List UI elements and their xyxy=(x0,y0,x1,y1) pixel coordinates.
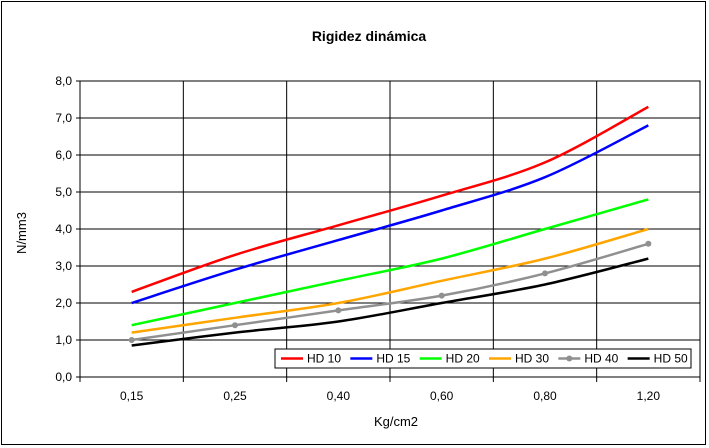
y-tick-label: 1,0 xyxy=(55,333,72,347)
legend-label-hd-10: HD 10 xyxy=(307,352,341,366)
x-tick-label: 0,40 xyxy=(327,389,351,403)
y-tick-label: 3,0 xyxy=(55,259,72,273)
x-tick-label: 0,60 xyxy=(430,389,454,403)
chart-title: Rigidez dinámica xyxy=(312,28,427,44)
y-tick-label: 7,0 xyxy=(55,111,72,125)
y-tick-label: 8,0 xyxy=(55,74,72,88)
y-axis-ticks: 0,0 1,0 2,0 3,0 4,0 5,0 6,0 7,0 8,0 xyxy=(55,74,80,384)
x-axis-ticks: 0,15 0,25 0,40 0,60 0,80 1,20 xyxy=(79,377,701,403)
x-tick-label: 1,20 xyxy=(637,389,661,403)
series-line-hd-15 xyxy=(131,124,649,305)
series-line-hd-30 xyxy=(131,227,649,334)
y-tick-label: 5,0 xyxy=(55,185,72,199)
y-axis-label: N/mm3 xyxy=(14,212,29,254)
x-tick-label: 0,80 xyxy=(533,389,557,403)
data-point-hd-40 xyxy=(542,270,548,277)
y-tick-label: 2,0 xyxy=(55,296,72,310)
y-tick-label: 6,0 xyxy=(55,148,72,162)
x-axis-label: Kg/cm2 xyxy=(374,414,418,429)
data-point-hd-40 xyxy=(128,337,135,343)
series-line-hd-40 xyxy=(131,242,649,342)
data-point-hd-40 xyxy=(335,307,342,314)
grid-lines xyxy=(80,80,700,378)
legend-label-hd-20: HD 20 xyxy=(446,352,480,366)
series-line-hd-50 xyxy=(131,257,649,347)
data-point-hd-40 xyxy=(438,292,445,299)
data-point-hd-40 xyxy=(645,240,652,247)
series-lines xyxy=(128,105,652,347)
legend-marker-hd-40 xyxy=(566,355,573,362)
legend: HD 10 HD 15 HD 20 HD 30 HD 40 HD 50 xyxy=(274,348,692,369)
legend-box xyxy=(274,348,692,369)
legend-label-hd-50: HD 50 xyxy=(654,352,688,366)
data-point-hd-40 xyxy=(232,322,238,329)
x-tick-label: 0,25 xyxy=(223,389,247,403)
series-line-hd-20 xyxy=(131,198,649,327)
y-tick-label: 0,0 xyxy=(55,370,72,384)
legend-label-hd-30: HD 30 xyxy=(515,352,549,366)
legend-label-hd-40: HD 40 xyxy=(584,352,618,366)
series-line-hd-10 xyxy=(131,105,649,294)
legend-label-hd-15: HD 15 xyxy=(376,352,410,366)
y-tick-label: 4,0 xyxy=(55,222,72,236)
x-tick-label: 0,15 xyxy=(120,389,144,403)
